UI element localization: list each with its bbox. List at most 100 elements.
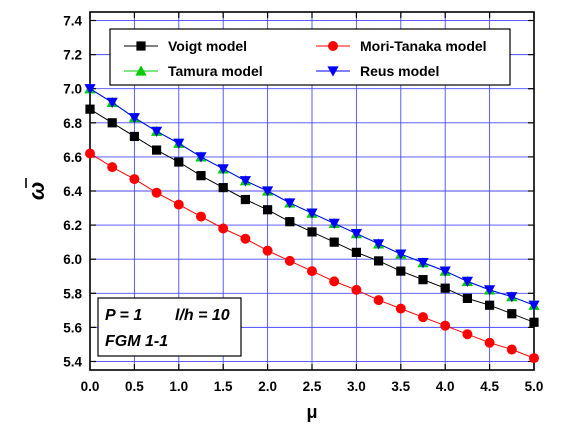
x-tick-label: 3.5 bbox=[391, 379, 410, 394]
annotation-lh-ratio: l/h = 10 bbox=[175, 307, 230, 324]
y-tick-label: 5.4 bbox=[63, 354, 82, 369]
legend-marker bbox=[136, 41, 146, 51]
legend-marker bbox=[328, 41, 338, 51]
data-point bbox=[240, 233, 251, 244]
legend-marker bbox=[327, 66, 339, 77]
x-tick-label: 2.5 bbox=[303, 379, 322, 394]
series-circle bbox=[85, 148, 539, 364]
data-point bbox=[350, 229, 362, 240]
annotation-frame bbox=[97, 297, 242, 357]
data-point bbox=[151, 126, 163, 137]
x-tick-label: 4.0 bbox=[436, 379, 455, 394]
y-tick-label: 7.2 bbox=[63, 48, 82, 63]
y-tick-label: 6.2 bbox=[63, 218, 82, 233]
y-tick-label: 6.6 bbox=[63, 150, 82, 165]
legend-label: Reus model bbox=[360, 63, 439, 79]
data-point bbox=[307, 227, 317, 237]
data-point bbox=[462, 293, 472, 303]
data-point bbox=[195, 152, 207, 163]
data-point bbox=[417, 258, 429, 269]
y-axis-title: ω bbox=[24, 178, 49, 200]
data-point bbox=[418, 275, 428, 285]
y-tick-label: 7.0 bbox=[63, 82, 82, 97]
data-point bbox=[374, 256, 384, 266]
data-point bbox=[329, 276, 340, 287]
legend-item: Mori-Tanaka model bbox=[316, 38, 487, 54]
data-point bbox=[485, 300, 495, 310]
data-point bbox=[240, 194, 250, 205]
data-point bbox=[128, 113, 140, 124]
data-point bbox=[129, 174, 140, 185]
annotation-p-value: P = 1 bbox=[105, 307, 142, 324]
data-point bbox=[173, 138, 185, 149]
data-point bbox=[484, 285, 496, 296]
data-point bbox=[395, 249, 407, 260]
data-point bbox=[507, 309, 517, 319]
annotation-fgm-type: FGM 1-1 bbox=[105, 333, 168, 350]
data-point bbox=[218, 223, 229, 234]
data-point bbox=[506, 344, 517, 355]
data-point bbox=[396, 266, 406, 276]
data-point bbox=[217, 164, 229, 175]
x-axis-title: μ bbox=[306, 402, 317, 422]
annotation-box: P = 1 l/h = 10 FGM 1-1 bbox=[97, 297, 242, 357]
data-point bbox=[129, 131, 139, 142]
data-point bbox=[528, 300, 540, 311]
data-point bbox=[440, 320, 451, 331]
data-point bbox=[373, 239, 385, 250]
y-tick-label: 6.0 bbox=[63, 252, 82, 267]
series-square bbox=[85, 104, 539, 327]
data-point bbox=[440, 283, 450, 293]
data-point bbox=[529, 353, 539, 364]
data-point bbox=[85, 148, 95, 159]
data-point bbox=[239, 176, 251, 187]
axis-ticks bbox=[89, 12, 535, 370]
x-tick-label: 0.5 bbox=[125, 379, 144, 394]
data-point bbox=[218, 182, 228, 193]
y-tick-label: 6.4 bbox=[63, 184, 82, 199]
legend: Voigt model Mori-Tanaka model Tamura model… bbox=[109, 28, 511, 86]
data-point bbox=[196, 211, 206, 222]
data-point bbox=[262, 186, 274, 197]
x-tick-label: 1.0 bbox=[169, 379, 188, 394]
legend-box bbox=[109, 28, 511, 86]
data-point bbox=[351, 247, 361, 257]
data-point bbox=[484, 337, 495, 348]
x-tick-label: 2.0 bbox=[258, 379, 277, 394]
data-point bbox=[84, 84, 96, 95]
data-point bbox=[106, 97, 118, 108]
series-layer bbox=[84, 83, 540, 364]
data-point bbox=[85, 104, 95, 114]
x-tick-label: 1.5 bbox=[214, 379, 233, 394]
legend-marker bbox=[135, 65, 147, 76]
data-point bbox=[328, 218, 340, 229]
data-point bbox=[285, 217, 295, 227]
y-tick-label: 7.4 bbox=[63, 14, 82, 29]
data-point bbox=[107, 118, 117, 128]
data-point bbox=[262, 245, 273, 256]
legend-label: Mori-Tanaka model bbox=[360, 38, 487, 54]
data-point bbox=[461, 276, 473, 287]
data-point bbox=[307, 266, 317, 277]
data-point bbox=[506, 292, 518, 303]
data-point bbox=[263, 205, 273, 215]
data-point bbox=[529, 317, 539, 327]
data-point bbox=[151, 187, 162, 198]
legend-item: Reus model bbox=[316, 63, 439, 79]
data-point bbox=[351, 284, 362, 295]
tick-labels: 0.0 0.5 1.0 1.5 2.0 2.5 3.0 3.5 4.0 4.5 5.0 5.4 5.6 5… bbox=[63, 14, 543, 394]
y-tick-label: 5.8 bbox=[63, 286, 82, 301]
data-point bbox=[174, 157, 184, 167]
data-point bbox=[439, 266, 451, 277]
data-point bbox=[418, 312, 428, 323]
data-point bbox=[462, 329, 473, 340]
legend-label: Voigt model bbox=[168, 38, 247, 54]
series-triangle-down bbox=[84, 84, 540, 311]
data-point bbox=[329, 237, 339, 247]
x-tick-label: 0.0 bbox=[81, 379, 100, 394]
legend-label: Tamura model bbox=[168, 63, 263, 79]
data-point bbox=[284, 198, 296, 209]
data-point bbox=[173, 199, 184, 210]
legend-item: Tamura model bbox=[124, 63, 263, 79]
